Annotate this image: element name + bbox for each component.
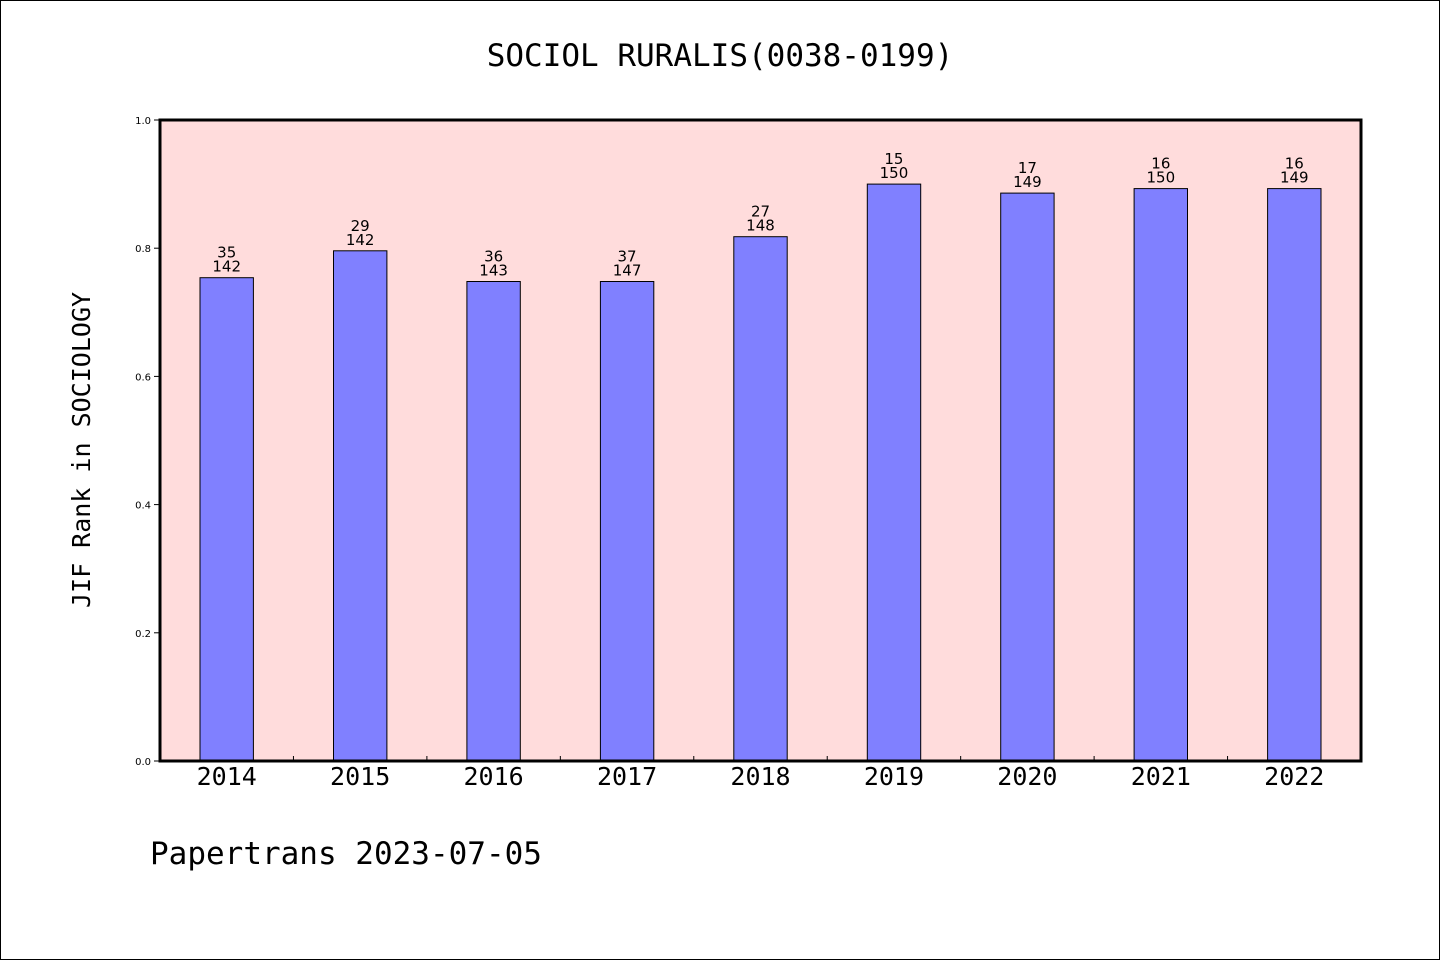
bar-2015 <box>333 250 388 762</box>
y-tick-label-0.8: 0.8 <box>135 244 151 255</box>
rank-label-2022: 16 <box>1285 155 1304 173</box>
bars-group <box>199 183 1322 762</box>
x-tick-label-2016: 2016 <box>464 762 524 791</box>
rank-label-2020: 17 <box>1018 159 1037 177</box>
total-label-2022: 149 <box>1280 169 1309 187</box>
bar-2021 <box>1133 188 1188 762</box>
x-tick-label-2018: 2018 <box>730 762 790 791</box>
total-label-2019: 150 <box>880 164 909 182</box>
plot-border <box>158 118 1363 763</box>
y-tick-label-0.6: 0.6 <box>135 372 151 383</box>
total-label-2014: 142 <box>212 258 241 276</box>
rank-label-2014: 35 <box>217 244 236 262</box>
y-tick-label-0.4: 0.4 <box>135 501 151 512</box>
total-label-2017: 147 <box>613 262 642 280</box>
total-label-2020: 149 <box>1013 173 1042 191</box>
rank-label-2018: 27 <box>751 203 770 221</box>
y-tick-label-1.0: 1.0 <box>135 116 151 127</box>
rank-label-2019: 15 <box>884 150 903 168</box>
bar-2018 <box>733 236 788 762</box>
y-axis: 0.0 0.2 0.4 0.6 0.8 1.0 <box>135 116 160 768</box>
y-tick-label-0.2: 0.2 <box>135 629 151 640</box>
x-tick-label-2019: 2019 <box>864 762 924 791</box>
x-tick-label-2015: 2015 <box>330 762 390 791</box>
total-label-2018: 148 <box>746 217 775 235</box>
x-tick-label-2022: 2022 <box>1264 762 1324 791</box>
footer-credit: Papertrans 2023-07-05 <box>150 836 542 872</box>
bar-2016 <box>466 281 521 762</box>
total-label-2016: 143 <box>479 262 508 280</box>
rank-label-2015: 29 <box>351 217 370 235</box>
total-label-2015: 142 <box>346 231 375 249</box>
bar-2019 <box>866 183 922 762</box>
bar-2014 <box>199 277 254 762</box>
bar-2017 <box>599 281 655 762</box>
x-tick-label-2020: 2020 <box>997 762 1057 791</box>
rank-label-2021: 16 <box>1151 155 1170 173</box>
bar-2020 <box>1000 192 1055 762</box>
x-axis: 2014 2015 2016 2017 2018 2019 2020 2021 2022 <box>197 756 1324 791</box>
rank-label-2017: 37 <box>618 248 637 266</box>
total-label-2021: 150 <box>1147 169 1176 187</box>
y-axis-label: JIF Rank in SOCIOLOGY <box>67 292 96 608</box>
rank-label-2016: 36 <box>484 248 503 266</box>
bar-2022 <box>1267 188 1322 762</box>
y-tick-label-0.0: 0.0 <box>135 757 151 768</box>
chart-title: SOCIOL RURALIS(0038-0199) <box>487 38 954 74</box>
x-tick-label-2021: 2021 <box>1131 762 1191 791</box>
x-tick-label-2017: 2017 <box>597 762 657 791</box>
x-tick-label-2014: 2014 <box>197 762 257 791</box>
